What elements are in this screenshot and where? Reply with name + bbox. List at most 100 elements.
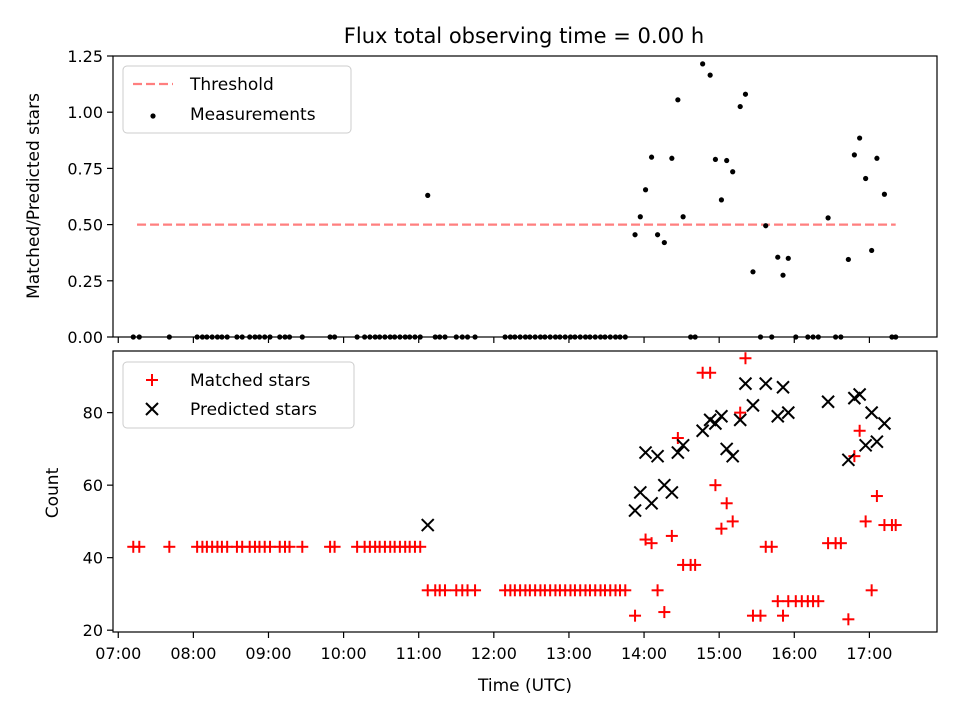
x-tick-label: 07:00 xyxy=(95,644,141,663)
measurement-point xyxy=(637,214,643,220)
predicted-star-point xyxy=(733,413,747,427)
measurement-point xyxy=(642,187,649,193)
legend-predicted-swatch xyxy=(145,402,159,416)
top-y-tick-label: 1.25 xyxy=(67,47,103,66)
matched-star-point xyxy=(414,540,427,553)
bottom-y-tick-label: 20 xyxy=(83,621,103,640)
matched-star-point xyxy=(639,533,652,546)
x-tick-label: 15:00 xyxy=(696,644,742,663)
matched-star-point xyxy=(163,540,176,553)
matched-star-point xyxy=(848,450,861,463)
predicted-star-point xyxy=(644,496,659,510)
bottom-legend: Matched stars Predicted stars xyxy=(122,361,355,429)
predicted-star-point xyxy=(864,405,879,420)
top-y-tick-label: 0.25 xyxy=(67,272,103,291)
predicted-star-point xyxy=(738,376,753,391)
bottom-y-tick-label: 60 xyxy=(83,476,103,495)
predicted-star-point xyxy=(821,395,835,409)
legend-predicted-label: Predicted stars xyxy=(190,400,317,420)
measurement-point xyxy=(680,214,686,220)
bottom-marks xyxy=(127,352,902,626)
matched-star-point xyxy=(715,522,728,535)
predicted-star-point xyxy=(746,398,760,413)
predicted-star-point xyxy=(877,416,892,431)
x-tick-label: 08:00 xyxy=(170,644,216,663)
matched-star-point xyxy=(739,352,752,365)
measurement-point xyxy=(707,72,713,78)
matched-star-point xyxy=(658,606,671,619)
matched-star-point xyxy=(619,584,632,597)
top-y-tick-label: 0.75 xyxy=(67,159,103,178)
predicted-star-point xyxy=(676,438,690,452)
top-y-ticks: 0.00 0.25 0.50 0.75 1.00 1.25 xyxy=(67,47,113,347)
predicted-star-point xyxy=(633,485,648,500)
matched-star-point xyxy=(765,540,778,553)
bottom-legend-box xyxy=(122,361,355,429)
x-tick-label: 12:00 xyxy=(471,644,517,663)
matched-star-point xyxy=(665,529,678,542)
bottom-y-tick-label: 80 xyxy=(83,404,103,423)
measurement-point xyxy=(742,91,749,97)
top-panel: 0.00 0.25 0.50 0.75 1.00 1.25 Matched/Predict… xyxy=(24,47,938,347)
predicted-star-point xyxy=(628,503,642,518)
legend-matched-swatch xyxy=(146,374,158,386)
top-y-axis-label: Matched/Predicted stars xyxy=(24,93,44,299)
measurement-point xyxy=(750,269,756,275)
measurement-point xyxy=(851,152,857,158)
matched-star-point xyxy=(726,515,739,528)
matched-star-point xyxy=(283,540,296,553)
measurement-point xyxy=(675,97,681,103)
measurement-point xyxy=(632,232,638,238)
matched-star-point xyxy=(645,537,658,550)
measurement-point xyxy=(425,192,431,198)
bottom-axes-frame xyxy=(112,350,938,633)
measurement-point xyxy=(737,103,743,110)
predicted-star-point xyxy=(781,405,795,420)
measurement-point xyxy=(712,156,719,163)
legend-threshold-label: Threshold xyxy=(189,75,274,95)
measurement-point xyxy=(874,155,880,161)
matched-star-point xyxy=(296,540,309,553)
measurement-point xyxy=(869,247,875,254)
x-tick-label: 17:00 xyxy=(846,644,892,663)
predicted-star-point xyxy=(858,438,873,452)
matched-star-point xyxy=(629,609,642,622)
measurement-point xyxy=(775,254,781,260)
matched-star-point xyxy=(865,584,878,597)
bottom-x-ticks: 07:00 08:00 09:00 10:00 11:00 12:00 13:00 14:00… xyxy=(95,632,892,663)
matched-star-point xyxy=(842,613,855,626)
x-tick-label: 14:00 xyxy=(621,644,667,663)
predicted-star-point xyxy=(870,434,884,449)
predicted-star-point xyxy=(725,449,740,463)
matched-star-point xyxy=(133,540,146,553)
measurement-point xyxy=(780,272,786,278)
top-x-ticks xyxy=(117,337,870,343)
bottom-y-axis-label: Count xyxy=(43,467,63,518)
predicted-star-point xyxy=(841,453,856,467)
matched-star-point xyxy=(469,584,482,597)
matched-star-point xyxy=(777,609,790,622)
predicted-star-point xyxy=(714,409,729,423)
x-tick-label: 09:00 xyxy=(245,644,291,663)
predicted-star-point xyxy=(771,409,785,423)
top-marks xyxy=(130,61,899,340)
matched-star-point xyxy=(720,497,733,510)
top-y-tick-label: 0.00 xyxy=(67,328,103,347)
x-tick-label: 13:00 xyxy=(546,644,592,663)
matched-star-point xyxy=(328,540,341,553)
top-legend-box xyxy=(122,65,352,134)
measurement-point xyxy=(724,157,730,164)
measurement-point xyxy=(863,175,869,182)
bottom-panel: 20 40 60 80 07:00 08:00 09:00 10:00 11:00 12:00 1… xyxy=(43,350,938,696)
legend-matched-label: Matched stars xyxy=(190,371,310,391)
measurement-point xyxy=(669,155,675,161)
x-tick-label: 10:00 xyxy=(321,644,367,663)
measurement-point xyxy=(763,223,769,229)
matched-star-point xyxy=(709,479,722,492)
predicted-star-point xyxy=(638,445,653,460)
x-tick-label: 16:00 xyxy=(771,644,817,663)
top-y-tick-label: 1.00 xyxy=(67,103,103,122)
measurement-point xyxy=(661,239,667,246)
predicted-star-point xyxy=(421,518,435,532)
